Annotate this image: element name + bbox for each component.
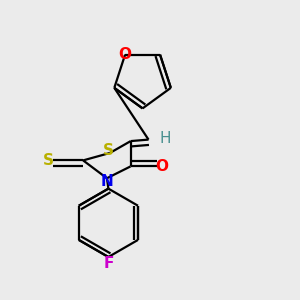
Text: F: F — [103, 256, 114, 271]
Text: H: H — [159, 130, 171, 146]
Text: O: O — [118, 47, 132, 62]
Text: S: S — [103, 142, 114, 158]
Text: N: N — [100, 174, 113, 189]
Text: S: S — [43, 153, 54, 168]
Text: O: O — [155, 159, 168, 174]
